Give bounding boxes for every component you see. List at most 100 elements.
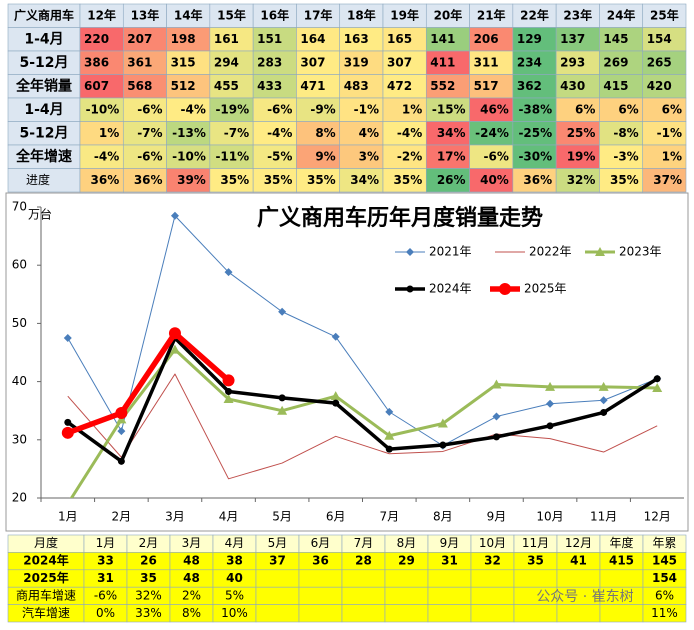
cell-value: 32%: [135, 588, 162, 602]
marker: [223, 394, 234, 404]
cell: [298, 604, 343, 623]
cell: [599, 604, 644, 623]
cell-value: 361: [127, 55, 152, 69]
cell-value: 483: [344, 79, 369, 93]
header-label: 年累: [652, 536, 676, 550]
cell-value: -4%: [397, 126, 422, 140]
marker: [332, 399, 340, 407]
cell-value: -7%: [137, 126, 162, 140]
series-line: [66, 336, 659, 464]
header-label: 13年: [131, 7, 160, 22]
cell-value: -19%: [215, 102, 249, 116]
y-tick-label: 50: [12, 316, 27, 330]
header-label: 14年: [174, 7, 203, 22]
cell-value: 35%: [264, 173, 293, 187]
x-tick-label: 3月: [165, 510, 185, 524]
header-label: 7月: [354, 536, 374, 550]
cell-value: 32: [484, 554, 501, 568]
marker: [331, 332, 340, 341]
cell-value: 0%: [96, 606, 115, 620]
header-label: 23年: [563, 7, 592, 22]
row-label: 商用车增速: [16, 587, 76, 602]
cell-value: 207: [127, 32, 152, 46]
cell-value: 294: [214, 55, 239, 69]
cell-value: 265: [647, 55, 672, 69]
marker: [492, 433, 500, 441]
header-label: 11月: [522, 536, 549, 550]
row-label: 全年销量: [15, 77, 72, 94]
cell-value: 31: [441, 554, 458, 568]
cell-value: 10%: [221, 606, 248, 620]
cell-value: 36: [312, 554, 329, 568]
cell: [255, 569, 300, 588]
cell-value: 163: [344, 32, 369, 46]
cell-value: 40: [226, 571, 243, 585]
marker: [277, 405, 288, 415]
marker: [437, 418, 448, 428]
cell-value: 433: [257, 79, 282, 93]
cell-value: 11%: [651, 606, 678, 620]
cell-value: -10%: [86, 102, 120, 116]
row-label: 进度: [26, 172, 50, 187]
header-label: 16年: [260, 7, 289, 22]
cell-value: 36%: [91, 173, 120, 187]
cell-value: 9%: [315, 149, 335, 163]
cell: [384, 586, 429, 605]
row-label: 全年增速: [15, 148, 72, 165]
cell-value: 154: [652, 571, 677, 585]
cell-value: 455: [214, 79, 239, 93]
header-label: 15年: [217, 7, 246, 22]
x-tick-label: 5月: [272, 510, 292, 524]
y-axis-label: 万台: [28, 207, 52, 222]
cell-value: 6%: [618, 102, 638, 116]
marker: [545, 381, 556, 391]
cell-value: 269: [603, 55, 628, 69]
cell-value: 33: [97, 554, 114, 568]
cell: [427, 604, 472, 623]
x-tick-label: 10月: [536, 510, 563, 524]
cell: [298, 569, 343, 588]
cell-value: 29: [398, 554, 415, 568]
header-label: 8月: [397, 536, 417, 550]
marker: [61, 426, 74, 439]
cell: [470, 604, 515, 623]
marker: [439, 441, 447, 449]
marker: [491, 379, 502, 389]
cell-value: 151: [257, 32, 282, 46]
cell-value: 607: [84, 79, 109, 93]
x-tick-label: 2月: [112, 510, 132, 524]
cell-value: 154: [647, 32, 672, 46]
marker: [278, 307, 287, 316]
cell-value: 293: [560, 55, 585, 69]
cell-value: 33%: [135, 606, 162, 620]
series-line: [67, 373, 658, 480]
cell: [341, 569, 386, 588]
header-label: 22年: [520, 7, 549, 22]
legend-label: 2024年: [429, 282, 472, 296]
cell-value: 552: [430, 79, 455, 93]
cell-value: -9%: [310, 102, 335, 116]
cell-value: 6%: [575, 102, 595, 116]
header-label: 广义商用车: [14, 7, 74, 22]
cell-value: -15%: [432, 102, 466, 116]
cell-value: 307: [387, 55, 412, 69]
row-label: 2025年: [23, 570, 68, 585]
cell-value: 36%: [523, 173, 552, 187]
cell-value: -10%: [172, 149, 206, 163]
cell-value: 1%: [99, 126, 119, 140]
header-label: 12月: [565, 536, 592, 550]
cell: [513, 569, 558, 588]
cell-value: 35%: [307, 173, 336, 187]
cell-value: -38%: [518, 102, 552, 116]
header-label: 年度: [609, 535, 633, 550]
cell-value: 319: [344, 55, 369, 69]
marker: [546, 422, 554, 430]
cell-value: 48: [183, 571, 200, 585]
marker: [385, 407, 394, 416]
cell-value: 1%: [402, 102, 422, 116]
marker: [330, 391, 341, 401]
cell-value: 283: [257, 55, 282, 69]
cell-value: 5%: [225, 588, 244, 602]
cell-value: -6%: [483, 149, 508, 163]
cell-value: 26%: [437, 173, 466, 187]
